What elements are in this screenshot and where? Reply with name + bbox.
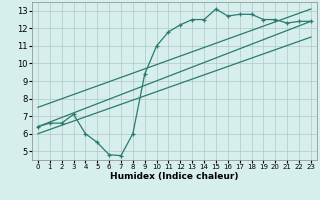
X-axis label: Humidex (Indice chaleur): Humidex (Indice chaleur): [110, 172, 239, 181]
